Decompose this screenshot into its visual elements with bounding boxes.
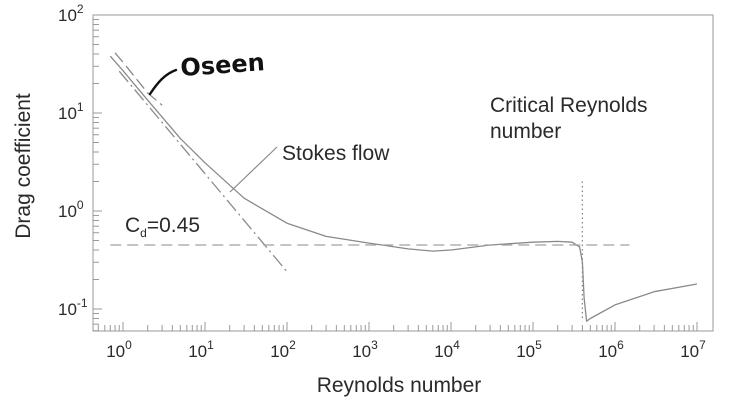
x-tick-label: 106	[598, 338, 624, 361]
stokes-flow-pointer	[229, 146, 278, 193]
x-tick-label: 101	[188, 338, 214, 361]
oseen-handwritten-label: Oseen	[179, 48, 265, 82]
y-tick-label: 102	[58, 2, 84, 25]
cd-reference-label: Cd=0.45	[125, 214, 200, 240]
stokes-flow-line	[118, 70, 288, 273]
x-tick-label: 100	[106, 338, 132, 361]
x-minor-ticks	[97, 322, 698, 331]
critical-reynolds-label-line1: Critical Reynolds	[490, 94, 648, 117]
oseen-line	[114, 52, 163, 106]
critical-reynolds-label-line2: number	[490, 120, 561, 143]
x-tick-label: 104	[434, 338, 460, 361]
oseen-handwritten-pointer	[148, 68, 178, 96]
y-tick-label: 101	[58, 100, 84, 123]
series-layer	[109, 52, 698, 322]
x-tick-label: 102	[270, 338, 296, 361]
x-axis-title: Reynolds number	[317, 374, 482, 397]
drag-curve-measured	[109, 55, 698, 322]
x-tick-label: 107	[680, 338, 706, 361]
y-tick-label: 10-1	[58, 296, 88, 319]
y-tick-label: 100	[58, 198, 84, 221]
x-tick-label: 103	[352, 338, 378, 361]
stokes-flow-label: Stokes flow	[282, 142, 390, 165]
plot-frame	[92, 14, 714, 332]
x-tick-label: 105	[516, 338, 542, 361]
y-tick-labels: 10-1 100 101 102	[58, 2, 88, 319]
y-axis-title: Drag coefficient	[12, 93, 35, 239]
reference-lines	[110, 181, 630, 322]
x-tick-labels: 100 101 102 103 104 105 106 107	[106, 338, 706, 361]
y-minor-ticks	[93, 14, 102, 332]
